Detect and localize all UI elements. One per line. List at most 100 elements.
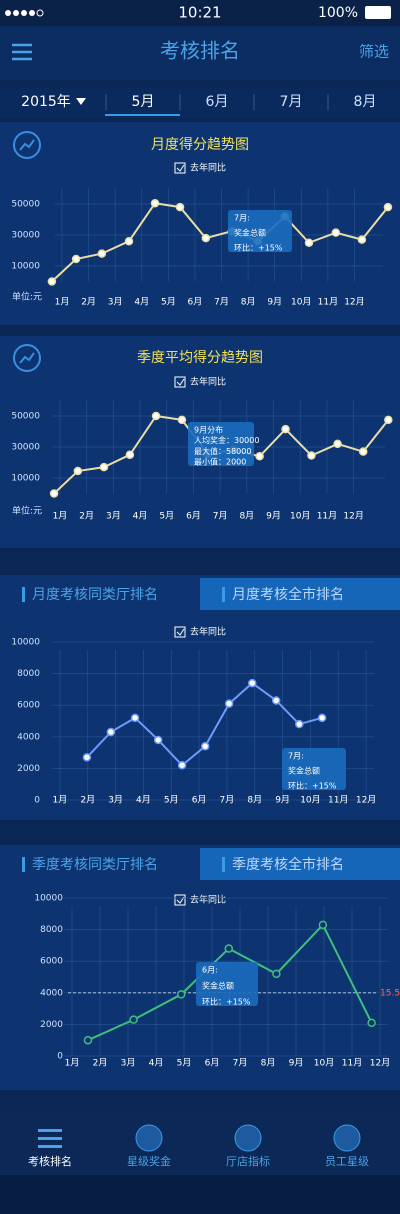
x-tick-label: 9月: [289, 1058, 304, 1069]
signal-dots: [5, 9, 44, 17]
month-tab[interactable]: 5月: [132, 94, 155, 110]
data-point: [317, 713, 327, 723]
x-tick-label: 2月: [93, 1058, 108, 1069]
section-tab[interactable]: 季度考核全市排名: [232, 856, 344, 873]
x-tick-label: 10月: [314, 1058, 334, 1069]
data-point: [106, 727, 116, 737]
tooltip-text: 奖金总额: [234, 228, 266, 238]
section-tab[interactable]: 季度考核同类厅排名: [32, 857, 158, 873]
x-tick-label: 6月: [205, 1058, 220, 1069]
section-tab[interactable]: 月度考核全市排名: [232, 586, 344, 603]
chart-title: 季度平均得分趋势图: [137, 349, 263, 366]
unit-label: 单位:元: [12, 505, 42, 517]
y-tick-label: 50000: [11, 200, 40, 210]
x-tick-label: 6月: [192, 795, 207, 806]
month-tab[interactable]: 7月: [280, 94, 303, 110]
tooltip: [282, 748, 346, 790]
data-point: [281, 424, 290, 434]
data-point: [73, 466, 83, 476]
y-tick-label: 10000: [11, 474, 40, 484]
month-tab[interactable]: 6月: [206, 94, 229, 110]
filter-button[interactable]: 筛选: [359, 43, 389, 61]
legend-label: 去年同比: [190, 162, 226, 174]
nav-label[interactable]: 厅店指标: [226, 1154, 270, 1168]
legend-label: 去年同比: [190, 376, 226, 388]
dropdown-arrow: [76, 98, 86, 105]
chart-title: 月度得分趋势图: [151, 136, 249, 153]
data-point: [151, 411, 161, 421]
data-point: [224, 944, 234, 953]
period-tabs: [0, 88, 400, 118]
x-tick-label: 1月: [65, 1058, 80, 1069]
y-tick-label: 6000: [40, 957, 63, 967]
x-tick-label: 5月: [177, 1058, 192, 1069]
tooltip-text: 9月分布: [194, 425, 223, 435]
tooltip-text: 7月:: [288, 752, 304, 761]
y-tick-label: 2000: [40, 1020, 63, 1030]
nav-label[interactable]: 考核排名: [28, 1154, 72, 1168]
month-tab[interactable]: 8月: [354, 94, 377, 110]
checkbox[interactable]: [174, 626, 186, 638]
data-point: [272, 969, 281, 979]
y-tick-label: 50000: [11, 412, 40, 422]
x-tick-label: 12月: [344, 297, 364, 308]
data-point: [201, 233, 211, 243]
nav-icon: [135, 1124, 163, 1152]
data-point: [304, 238, 314, 247]
tooltip: [196, 962, 258, 1006]
x-tick-label: 8月: [241, 297, 256, 308]
status-bar: [0, 0, 400, 26]
tab-marker: [22, 857, 25, 872]
section-tab[interactable]: 月度考核同类厅排名: [32, 587, 158, 603]
year-select[interactable]: 2015年: [21, 94, 71, 110]
y-tick-label: 6000: [17, 701, 40, 711]
y-tick-label: 8000: [40, 925, 63, 935]
y-tick-label: 10000: [11, 262, 40, 272]
x-tick-label: 7月: [220, 795, 235, 806]
menu-button[interactable]: [12, 43, 32, 61]
data-point: [125, 450, 135, 459]
data-point: [357, 235, 367, 244]
header-title: 考核排名: [160, 39, 240, 63]
tab-marker: [222, 587, 225, 602]
battery-text: 100%: [318, 5, 358, 21]
chart-icon-line: [19, 352, 35, 364]
x-tick-label: 9月: [275, 795, 290, 806]
nav-icon-line: [38, 1145, 62, 1148]
nav-label[interactable]: 员工星级: [325, 1155, 369, 1168]
data-point: [200, 742, 210, 751]
y-tick-label: 0: [34, 796, 40, 806]
y-tick-label: 30000: [11, 231, 40, 241]
legend-label: 去年同比: [190, 626, 226, 638]
checkmark: [176, 628, 185, 636]
x-tick-label: 1月: [55, 297, 70, 308]
y-tick-label: 0: [57, 1052, 63, 1062]
nav-label[interactable]: 星级奖金: [127, 1154, 171, 1168]
card: [0, 122, 400, 325]
x-tick-label: 6月: [188, 297, 203, 308]
checkbox[interactable]: [174, 894, 186, 906]
data-point: [49, 489, 59, 498]
x-tick-label: 4月: [134, 297, 149, 308]
tooltip: [188, 422, 254, 466]
bottom-nav: [0, 1112, 400, 1175]
legend-label: 去年同比: [190, 894, 226, 906]
checkmark: [176, 378, 185, 386]
x-tick-label: 2月: [79, 511, 94, 522]
data-point: [271, 696, 281, 705]
y-tick-label: 8000: [17, 669, 40, 679]
x-tick-label: 7月: [213, 511, 228, 522]
checkbox[interactable]: [174, 376, 186, 388]
x-tick-label: 8月: [247, 795, 262, 806]
data-point: [99, 462, 109, 472]
y-tick-label: 4000: [17, 732, 40, 742]
data-point: [307, 451, 316, 460]
x-tick-label: 4月: [136, 795, 151, 806]
checkbox[interactable]: [174, 162, 186, 174]
nav-icon: [234, 1124, 262, 1152]
tooltip-text: 奖金总额: [288, 766, 320, 776]
x-tick-label: 4月: [149, 1058, 164, 1069]
x-tick-label: 4月: [133, 511, 148, 522]
data-point: [130, 713, 140, 723]
